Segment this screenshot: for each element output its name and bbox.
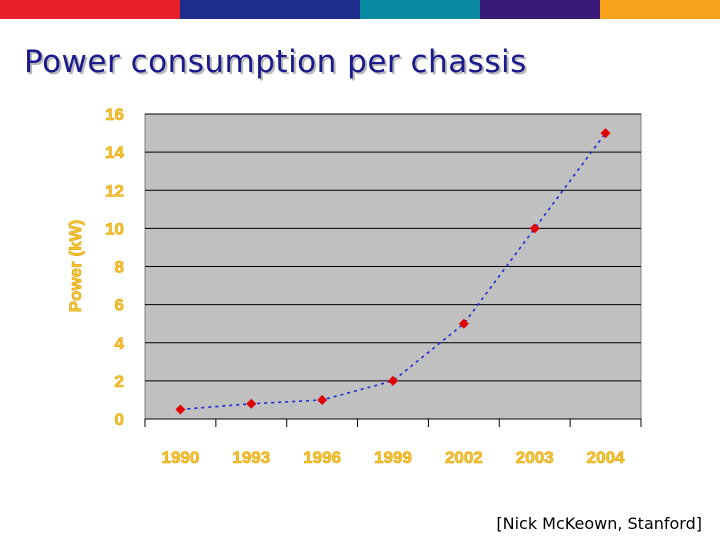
y-axis-title: Power (kW) — [66, 220, 85, 313]
x-tick-label: 1993 — [232, 448, 270, 467]
data-point — [317, 394, 328, 405]
x-tick-label: 2004 — [587, 448, 625, 467]
y-tick-label: 8 — [115, 258, 124, 277]
y-tick-label: 10 — [105, 219, 124, 238]
data-point — [458, 318, 469, 329]
x-tick-label: 1999 — [374, 448, 412, 467]
y-tick-label: 4 — [115, 334, 125, 353]
data-point — [175, 404, 186, 415]
y-tick-label: 0 — [115, 410, 124, 429]
top-bar-segment-orange — [600, 0, 720, 19]
data-point — [246, 398, 257, 409]
data-point — [529, 223, 540, 234]
y-tick-label: 16 — [105, 105, 124, 124]
x-tick-label: 1990 — [162, 448, 200, 467]
x-tick-label: 1996 — [303, 448, 341, 467]
top-bar-segment-red — [0, 0, 180, 19]
x-tick-label: 2002 — [445, 448, 483, 467]
x-tick-label: 2003 — [516, 448, 554, 467]
y-tick-label: 12 — [105, 181, 124, 200]
citation: [Nick McKeown, Stanford] — [496, 514, 702, 533]
slide-title: Power consumption per chassis — [24, 44, 527, 80]
top-color-bar — [0, 0, 720, 19]
data-point — [388, 375, 398, 386]
top-bar-segment-teal — [360, 0, 480, 19]
data-point — [600, 128, 611, 139]
y-tick-label: 6 — [115, 296, 124, 315]
y-tick-label: 14 — [105, 143, 124, 162]
y-tick-label: 2 — [115, 372, 124, 391]
top-bar-segment-purple — [480, 0, 600, 19]
top-bar-segment-navy — [180, 0, 360, 19]
